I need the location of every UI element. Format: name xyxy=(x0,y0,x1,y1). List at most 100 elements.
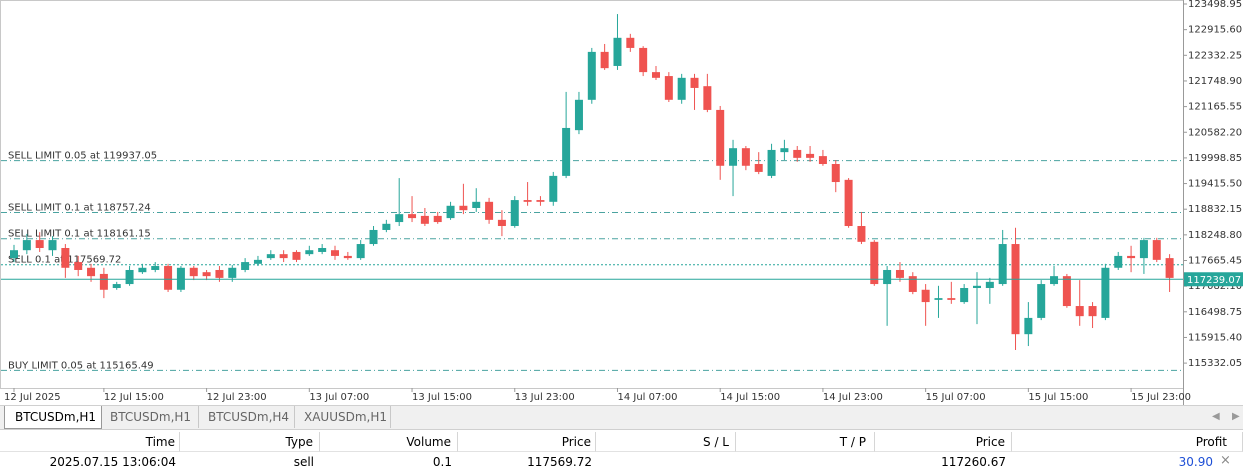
candle-body xyxy=(138,267,147,273)
candle-body xyxy=(318,247,327,252)
candle-body xyxy=(947,298,956,300)
table-cell: 2025.07.15 13:06:04 xyxy=(49,455,176,469)
candle-body xyxy=(844,179,853,227)
tab-scroll-left[interactable]: ◀ xyxy=(1212,411,1220,422)
candle-body xyxy=(433,215,442,223)
chart-tab[interactable]: BTCUSDm,H1 xyxy=(100,406,199,428)
order-label: SELL LIMIT 0.05 at 119937.05 xyxy=(8,151,157,162)
candle-body xyxy=(973,285,981,289)
candle-body xyxy=(934,298,943,300)
order-label: SELL LIMIT 0.1 at 118161.15 xyxy=(8,229,151,240)
candle-body xyxy=(1101,267,1110,318)
x-tick-label: 13 Jul 23:00 xyxy=(515,392,575,403)
candle-body xyxy=(279,254,288,259)
x-tick-label: 14 Jul 15:00 xyxy=(720,392,780,403)
y-tick-label: 121748.90 xyxy=(1188,76,1242,87)
candle-body xyxy=(536,200,545,202)
candle-body xyxy=(1075,306,1084,317)
candle-body xyxy=(485,201,494,220)
candle-body xyxy=(189,267,198,277)
x-tick-label: 13 Jul 07:00 xyxy=(309,392,369,403)
y-tick-label: 118248.80 xyxy=(1188,230,1242,241)
candle-body xyxy=(266,254,275,259)
candle-body xyxy=(741,148,750,166)
table-cell: 117569.72 xyxy=(527,455,592,469)
candle-body xyxy=(523,200,532,202)
candle-body xyxy=(1165,258,1174,278)
y-tick-label: 115915.40 xyxy=(1188,332,1242,343)
candle-body xyxy=(253,259,262,264)
candle-body xyxy=(74,262,83,270)
order-label: BUY LIMIT 0.05 at 115165.49 xyxy=(8,360,154,371)
candle-body xyxy=(780,148,789,153)
candle-body xyxy=(998,244,1007,285)
candle-body xyxy=(61,247,70,268)
candle-body xyxy=(497,219,506,227)
candle-body xyxy=(343,255,352,259)
candle-body xyxy=(600,51,609,69)
x-tick-label: 12 Jul 15:00 xyxy=(104,392,164,403)
candle-body xyxy=(754,164,763,172)
chart-tab[interactable]: BTCUSDm,H4 xyxy=(198,406,295,428)
x-tick-label: 15 Jul 07:00 xyxy=(926,392,986,403)
order-label: SELL LIMIT 0.1 at 118757.24 xyxy=(8,203,151,214)
candle-body xyxy=(164,266,173,290)
chart-tab[interactable]: XAUUSDm,H1 xyxy=(294,406,391,428)
candle-body xyxy=(1011,244,1020,335)
candle-body xyxy=(921,289,930,303)
tab-scroll-right[interactable]: ▶ xyxy=(1232,411,1240,422)
candle-body xyxy=(729,148,738,166)
y-tick-label: 119415.50 xyxy=(1188,179,1242,190)
candle-body xyxy=(690,77,699,88)
chart-tab[interactable]: BTCUSDm,H1 xyxy=(4,406,102,429)
column-header: Type xyxy=(180,432,320,452)
candle-body xyxy=(806,153,815,158)
candle-body xyxy=(1139,240,1148,259)
candle-body xyxy=(22,240,31,251)
candle-body xyxy=(985,281,994,289)
candle-body xyxy=(857,226,866,242)
table-cell: 0.1 xyxy=(432,455,452,469)
candle-body xyxy=(331,250,339,256)
y-tick-label: 116498.75 xyxy=(1188,307,1242,318)
y-tick-label: 115332.05 xyxy=(1188,358,1242,369)
column-header: Volume xyxy=(320,432,458,452)
candle-body xyxy=(446,205,455,219)
candle-body xyxy=(1050,276,1059,285)
candle-body xyxy=(35,240,44,248)
candle-body xyxy=(459,205,468,211)
chart-tabs: ◀ ▶ BTCUSDm,H1 BTCUSDm,H1 BTCUSDm,H4 XAUUSD… xyxy=(0,405,1243,430)
y-tick-label: 118832.15 xyxy=(1188,204,1242,215)
candle-body xyxy=(151,266,160,270)
column-header: S / L xyxy=(596,432,736,452)
column-header: Price xyxy=(458,432,596,452)
current-price-label: 117239.07 xyxy=(1187,275,1241,286)
candle-body xyxy=(1127,255,1136,259)
candle-body xyxy=(587,51,596,100)
close-position[interactable]: × xyxy=(1220,453,1231,468)
candle-body xyxy=(125,269,134,285)
candle-body xyxy=(1037,284,1046,318)
x-tick-label: 15 Jul 23:00 xyxy=(1131,392,1191,403)
y-tick-label: 121165.55 xyxy=(1188,102,1242,113)
column-header: Price xyxy=(875,432,1012,452)
candle-body xyxy=(510,200,519,227)
column-header: Time xyxy=(0,432,180,452)
candle-body xyxy=(369,229,378,245)
candle-body xyxy=(895,269,904,278)
x-tick-label: 14 Jul 07:00 xyxy=(617,392,677,403)
candle-body xyxy=(908,276,917,292)
y-tick-label: 119998.85 xyxy=(1188,153,1242,164)
candle-body xyxy=(831,164,840,183)
table-cell: sell xyxy=(293,455,314,469)
x-tick-label: 12 Jul 23:00 xyxy=(207,392,267,403)
table-cell: 30.90 xyxy=(1178,455,1213,469)
candle-body xyxy=(652,72,660,78)
candle-body xyxy=(1114,255,1123,268)
y-tick-label: 123498.95 xyxy=(1188,0,1242,10)
candle-body xyxy=(99,273,108,290)
y-tick-label: 117665.45 xyxy=(1188,256,1242,267)
x-tick-label: 15 Jul 15:00 xyxy=(1028,392,1088,403)
